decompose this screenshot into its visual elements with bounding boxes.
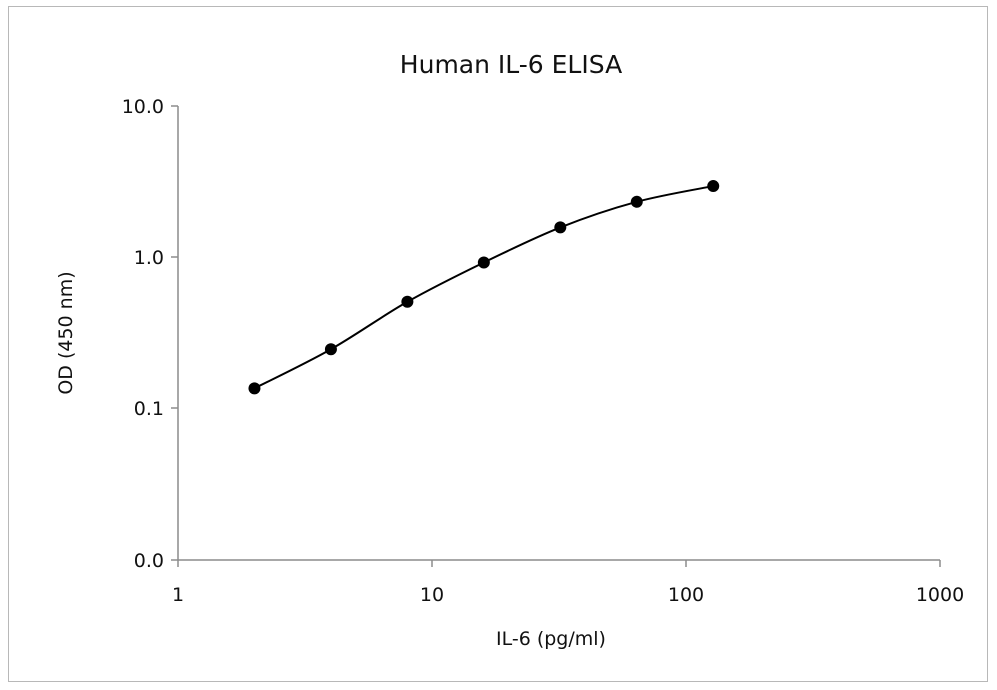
y-tick-label: 1.0 — [134, 247, 164, 269]
y-tick-label: 0.1 — [134, 398, 164, 420]
data-point — [324, 343, 337, 356]
x-ticks: 1 10 100 1000 — [172, 560, 964, 606]
series-line — [254, 185, 714, 390]
data-point — [630, 195, 643, 208]
y-ticks: 10.0 1.0 0.1 0.0 — [122, 96, 178, 572]
y-tick-label: 0.0 — [134, 550, 164, 572]
y-axis-title: OD (450 nm) — [55, 271, 77, 394]
y-tick-label: 10.0 — [122, 96, 164, 118]
x-tick-label: 10 — [420, 584, 444, 606]
x-tick-label: 100 — [668, 584, 704, 606]
axes — [177, 106, 940, 561]
chart-frame: Human IL-6 ELISA 1 10 100 1000 10.0 1.0 0.1 0.… — [8, 6, 988, 682]
chart-svg: Human IL-6 ELISA 1 10 100 1000 10.0 1.0 0.1 0.… — [55, 50, 964, 650]
x-tick-label: 1 — [172, 584, 184, 606]
data-point — [707, 180, 720, 193]
data-point — [401, 295, 414, 308]
series-layer — [248, 180, 720, 395]
chart-title: Human IL-6 ELISA — [400, 50, 622, 79]
x-axis-title: IL-6 (pg/ml) — [496, 628, 606, 650]
data-point — [248, 382, 261, 395]
data-point — [554, 221, 567, 234]
data-point — [477, 256, 490, 269]
x-tick-label: 1000 — [916, 584, 964, 606]
